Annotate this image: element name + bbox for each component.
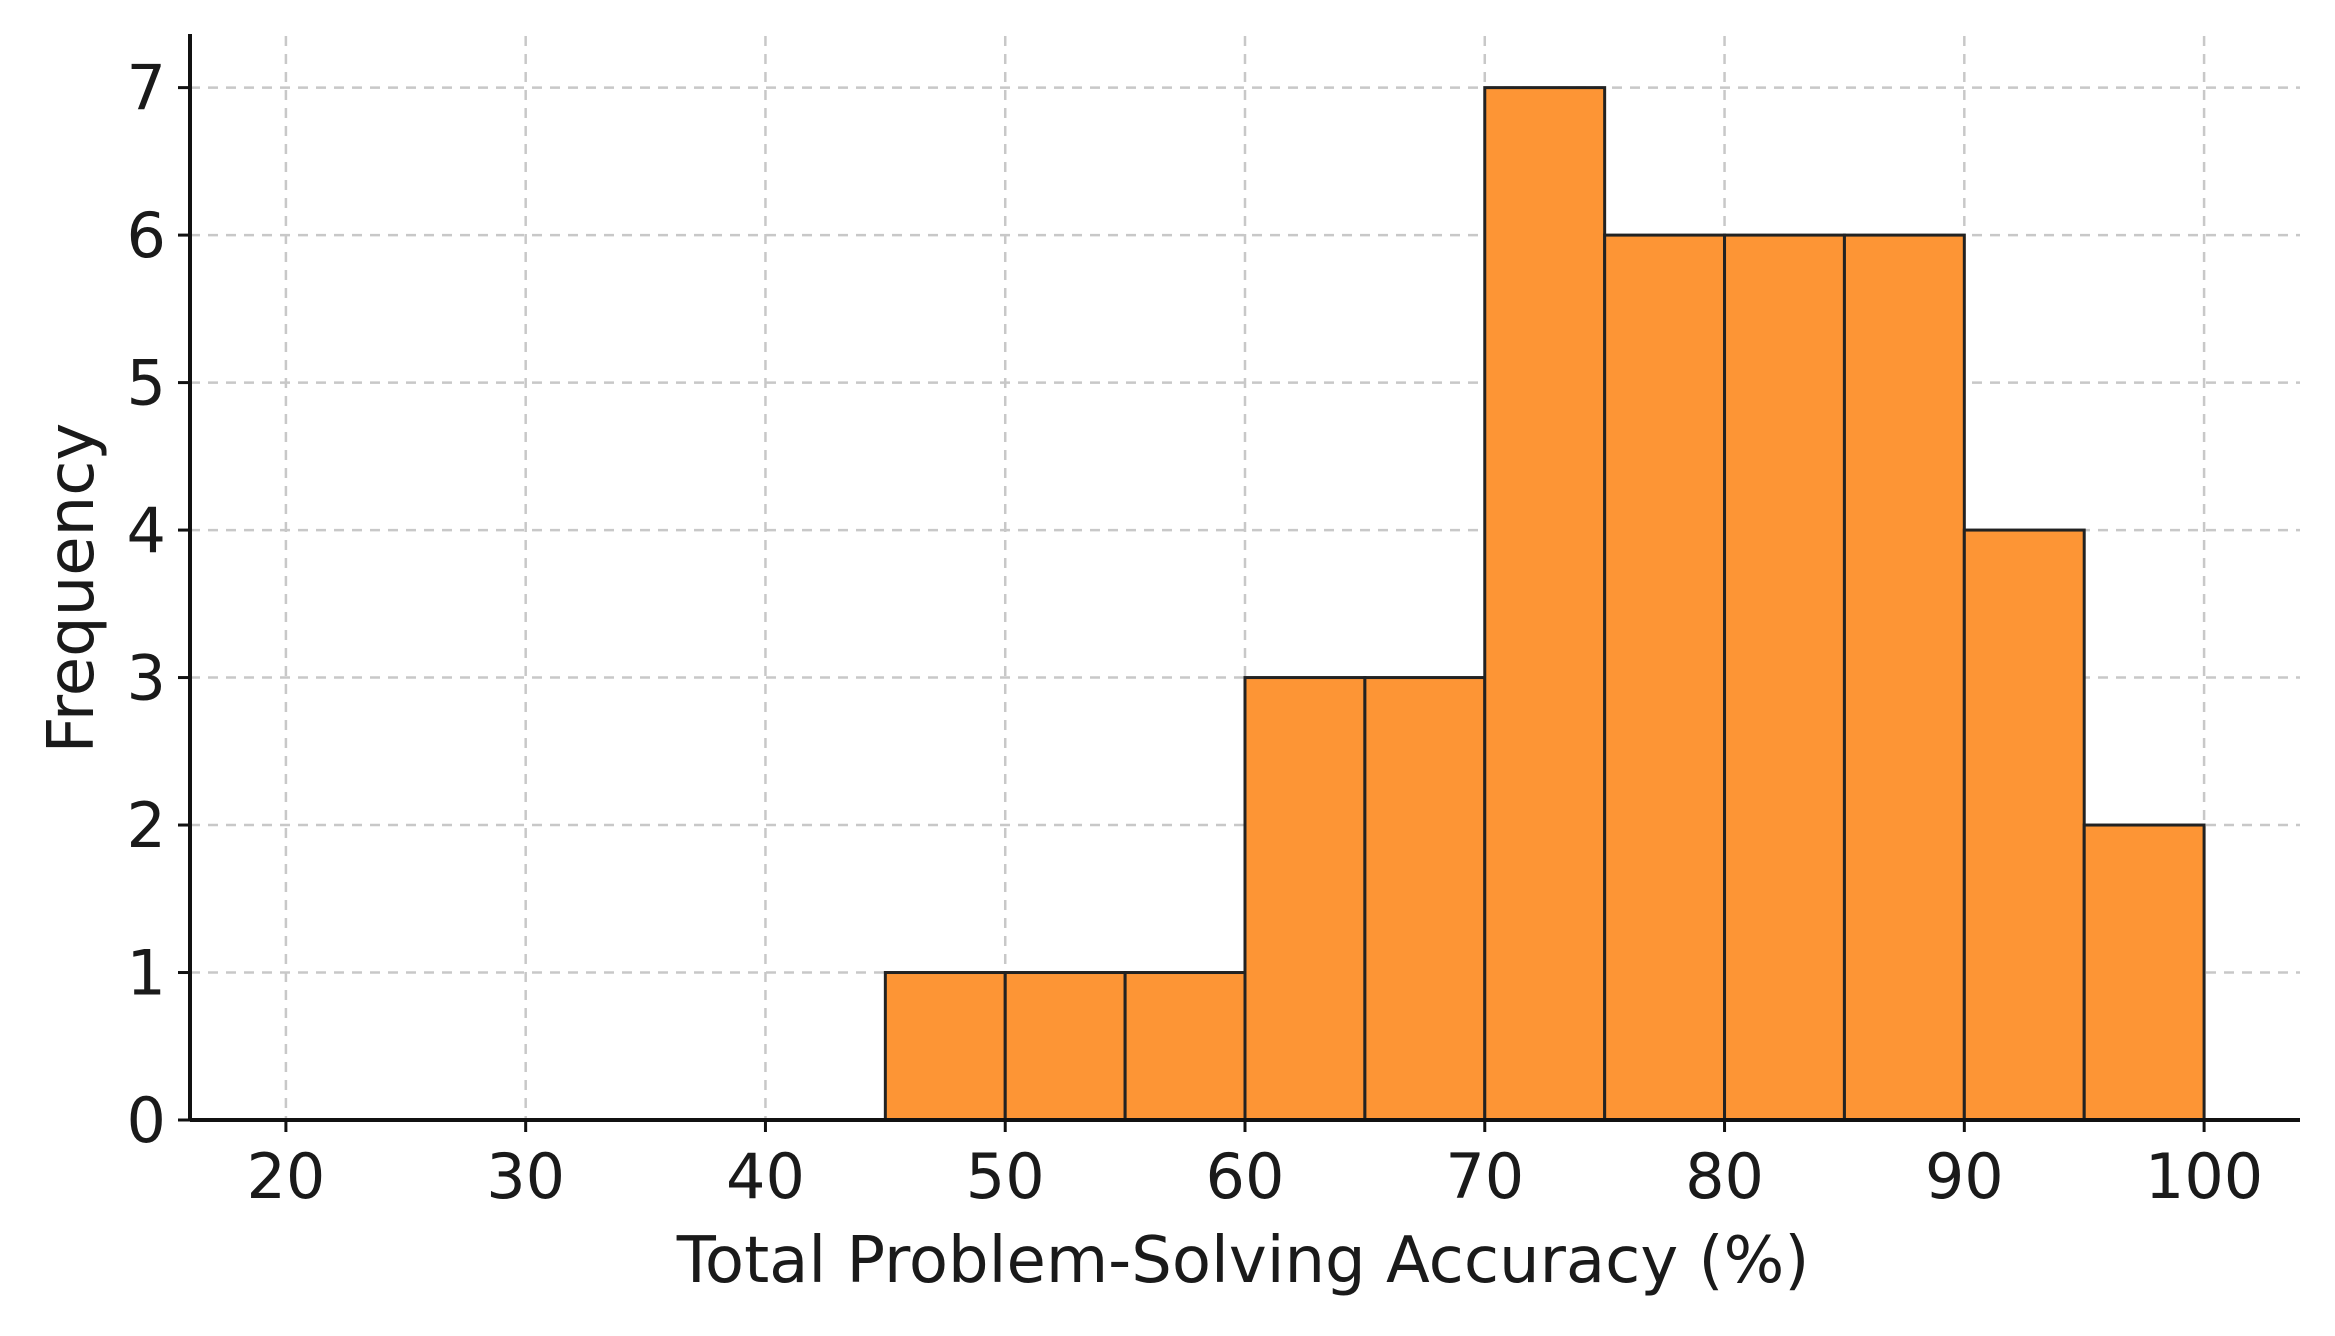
y-tick-label: 5	[127, 347, 166, 420]
x-tick-label: 60	[1206, 1140, 1285, 1213]
y-tick-label: 0	[127, 1084, 166, 1157]
x-tick-label: 50	[966, 1140, 1045, 1213]
histogram-bar	[883, 971, 1007, 1122]
y-tick-label: 3	[127, 642, 166, 715]
histogram-bar	[2082, 823, 2206, 1122]
y-tick-label: 7	[127, 52, 166, 125]
y-tick-label: 4	[127, 494, 166, 567]
x-tick-label: 70	[1445, 1140, 1524, 1213]
histogram-bar	[1003, 971, 1127, 1122]
histogram-bar	[1962, 528, 2086, 1122]
tick-labels: 20 30 40 50 60 70 80 90 100 0 1 2 3 4 5 6 7	[127, 52, 2264, 1213]
x-tick-label: 90	[1925, 1140, 2004, 1213]
y-axis-title: Frequency	[35, 423, 109, 754]
y-tick-label: 2	[127, 789, 166, 862]
histogram-bar	[1363, 676, 1487, 1122]
y-tick-label: 6	[127, 199, 166, 272]
histogram-bar	[1123, 971, 1247, 1122]
axes	[178, 34, 2300, 1132]
x-tick-label: 20	[246, 1140, 325, 1213]
x-axis-title: Total Problem-Solving Accuracy (%)	[676, 1224, 1810, 1298]
x-tick-label: 100	[2145, 1140, 2263, 1213]
x-tick-label: 30	[486, 1140, 565, 1213]
histogram-bar	[1842, 233, 1966, 1122]
histogram-bar	[1483, 86, 1607, 1122]
histogram-bars	[883, 86, 2206, 1122]
x-tick-label: 80	[1685, 1140, 1764, 1213]
histogram-bar	[1723, 233, 1846, 1122]
x-tick-label: 40	[726, 1140, 805, 1213]
histogram-bar	[1243, 676, 1367, 1122]
histogram-bar	[1603, 233, 1727, 1122]
y-tick-label: 1	[127, 937, 166, 1010]
